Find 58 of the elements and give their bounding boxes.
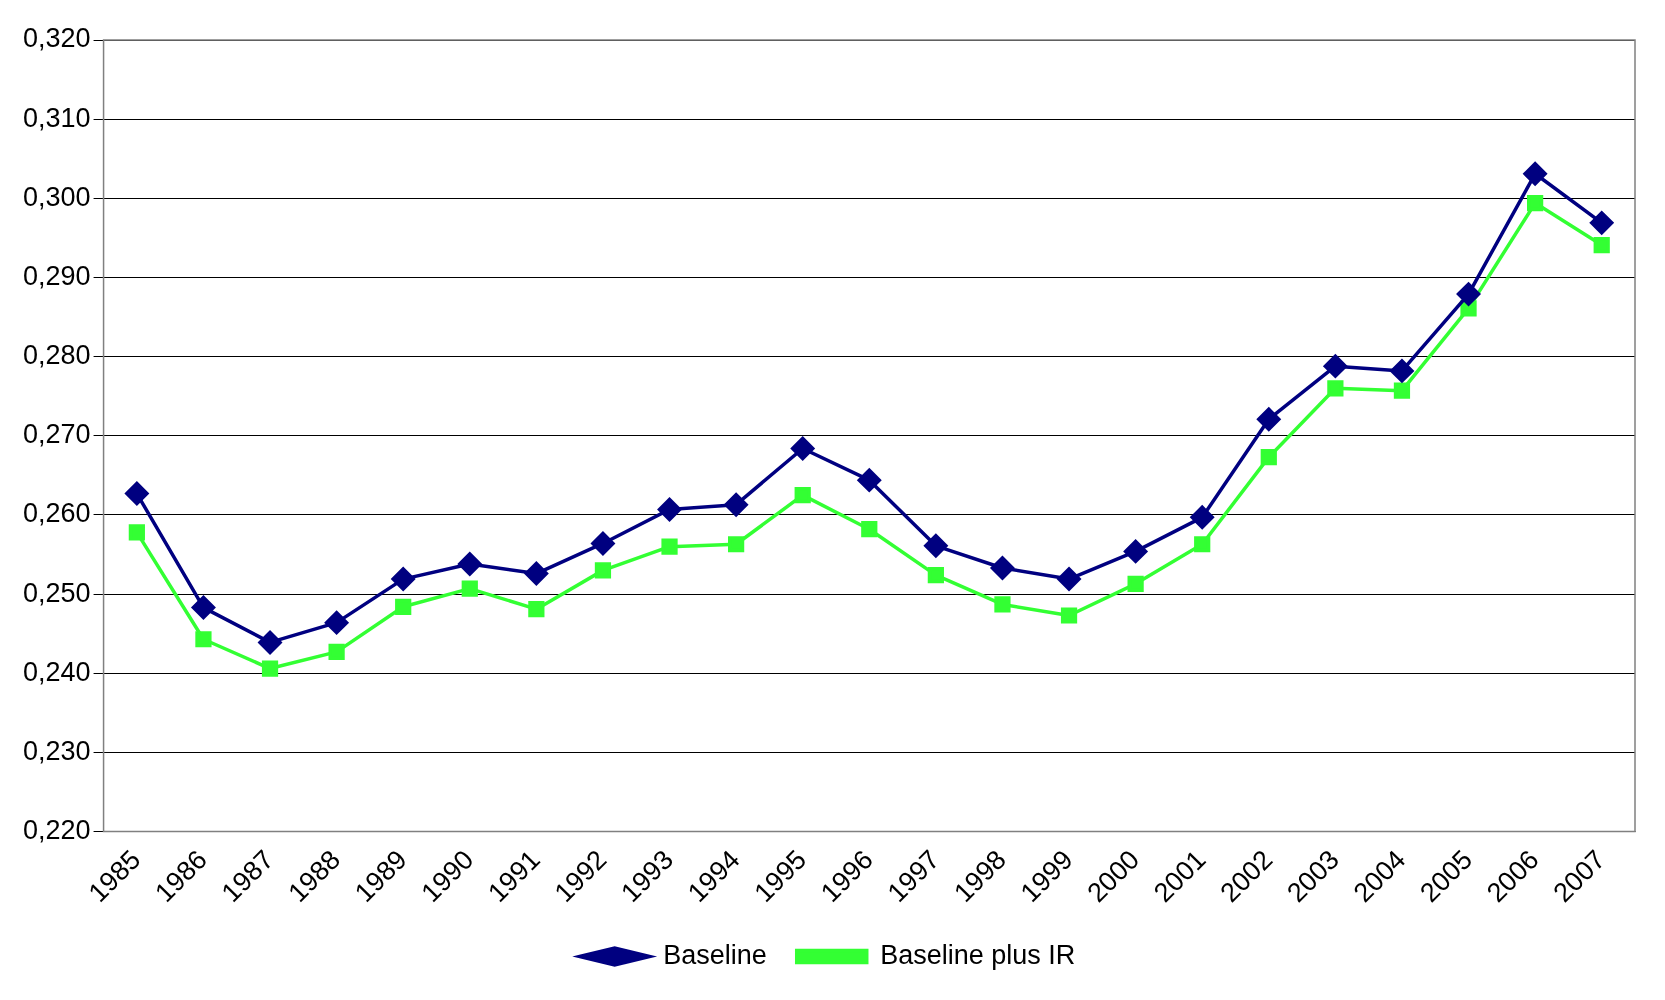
y-tick-label: 0,230 <box>22 735 91 766</box>
point <box>328 643 345 661</box>
point <box>990 556 1015 580</box>
y-tick-label: 0,290 <box>22 260 91 291</box>
point <box>1123 539 1148 564</box>
point <box>927 567 944 584</box>
point <box>724 492 748 517</box>
point <box>924 534 948 558</box>
point <box>1523 162 1547 186</box>
point <box>458 552 482 576</box>
y-tick-label: 0,270 <box>22 419 91 450</box>
point <box>790 436 815 461</box>
point <box>1194 536 1211 553</box>
point <box>857 468 882 492</box>
point <box>261 660 279 677</box>
point <box>258 630 282 655</box>
point <box>1527 194 1544 212</box>
point <box>1127 575 1144 592</box>
point <box>1390 359 1414 383</box>
point <box>728 536 745 553</box>
point <box>1190 505 1214 530</box>
y-tick-label: 0,320 <box>22 23 91 54</box>
point <box>861 521 878 538</box>
point <box>1057 567 1081 591</box>
y-tick-label: 0,250 <box>22 577 91 608</box>
point <box>324 610 349 635</box>
point <box>657 497 682 522</box>
point <box>391 567 415 591</box>
y-tick-label: 0,220 <box>22 815 91 846</box>
point <box>591 531 615 556</box>
point <box>195 631 212 648</box>
point <box>528 601 545 618</box>
point <box>1323 354 1348 378</box>
point <box>1589 211 1614 235</box>
point <box>994 596 1011 613</box>
legend-label: Baseline <box>663 939 767 970</box>
y-tick-label: 0,280 <box>22 340 91 371</box>
y-tick-label: 0,310 <box>22 102 91 133</box>
legend-label: Baseline plus IR <box>880 939 1076 970</box>
point <box>794 487 811 504</box>
y-tick-label: 0,240 <box>22 656 91 687</box>
point <box>594 562 612 579</box>
point <box>1260 449 1277 466</box>
point <box>1593 236 1610 254</box>
point <box>524 561 549 586</box>
point <box>661 538 678 555</box>
point <box>1257 407 1281 431</box>
point <box>125 481 149 506</box>
y-tick-label: 0,300 <box>22 181 91 212</box>
point <box>461 580 478 597</box>
point <box>1060 607 1078 624</box>
point <box>128 524 145 541</box>
point <box>1327 380 1344 397</box>
point <box>1393 382 1411 399</box>
point <box>1456 282 1481 306</box>
point <box>191 595 216 620</box>
y-tick-label: 0,260 <box>22 498 91 529</box>
point <box>395 598 412 615</box>
